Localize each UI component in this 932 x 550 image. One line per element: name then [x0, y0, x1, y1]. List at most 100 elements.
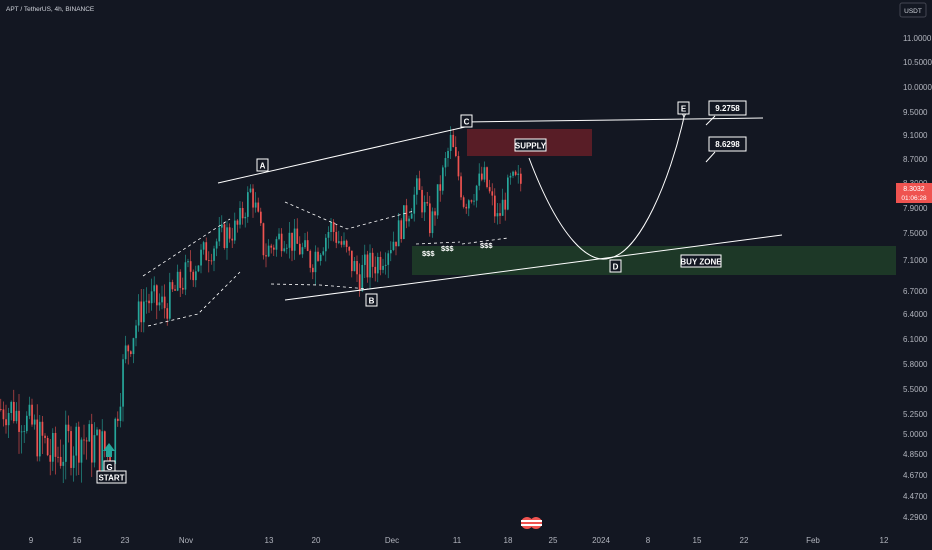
point-label-g: G	[103, 460, 116, 473]
candle-body	[442, 167, 444, 191]
candle-body	[314, 251, 317, 273]
candle-body	[197, 265, 200, 272]
candle-body	[273, 247, 275, 250]
candle-body	[221, 224, 223, 228]
candle-body	[514, 171, 517, 175]
candle-body	[280, 233, 283, 252]
candle-body	[33, 419, 36, 425]
svg-text:B: B	[369, 297, 375, 306]
svg-text:D: D	[613, 263, 619, 272]
candle-body	[98, 429, 101, 471]
svg-text:BUY ZONE: BUY ZONE	[680, 258, 722, 267]
candle-body	[260, 211, 262, 224]
candle-body	[265, 255, 267, 257]
candle-body	[507, 177, 509, 210]
candle-body	[426, 201, 429, 204]
candle-body	[247, 192, 249, 217]
candle-body	[148, 300, 150, 304]
candle-body	[286, 247, 288, 249]
candle-body	[57, 456, 59, 458]
candle-body	[195, 271, 197, 281]
candle-body	[335, 231, 338, 243]
candle-body	[338, 241, 340, 243]
candle-body	[392, 241, 395, 251]
candle-body	[283, 248, 286, 252]
svg-text:01:06:28: 01:06:28	[901, 195, 927, 202]
x-tick-label: Feb	[806, 536, 820, 545]
candle-body	[254, 202, 257, 208]
y-tick-label: 5.2500	[903, 410, 928, 419]
candle-body	[494, 195, 496, 217]
candle-body	[179, 271, 182, 288]
price-axis[interactable]: 11.0000 10.5000 10.0000 9.5000 9.1000 8.7000 8…	[903, 34, 932, 522]
candle-body	[31, 404, 33, 425]
svg-text:USDT: USDT	[904, 8, 922, 15]
candle-body	[408, 218, 410, 222]
candle-body	[481, 173, 483, 180]
candle-body	[20, 431, 23, 433]
candle-body	[405, 205, 408, 222]
candle-body	[101, 431, 104, 471]
candle-body	[439, 184, 442, 191]
y-tick-label: 5.5000	[903, 385, 928, 394]
candle-body	[96, 429, 98, 436]
candle-body	[257, 202, 260, 212]
start-arrow-icon	[103, 443, 115, 457]
x-tick-label: 12	[880, 536, 889, 545]
y-tick-label: 10.0000	[903, 83, 932, 92]
candle-body	[364, 254, 366, 265]
candle-body	[184, 262, 187, 290]
candle-body	[117, 418, 119, 421]
candle-body	[384, 264, 387, 266]
target-label-high: 9.2758	[708, 100, 747, 116]
symbol-title[interactable]: APT / TetherUS, 4h, BINANCE	[6, 6, 95, 13]
candle-body	[520, 173, 522, 184]
candle-body	[483, 167, 486, 180]
svg-text:START: START	[98, 474, 124, 483]
candle-body	[509, 175, 512, 178]
candle-body	[275, 239, 278, 250]
candle-body	[104, 431, 106, 451]
time-axis[interactable]: 9 16 23 Nov 13 20 Dec 11 18 25 2024 8 15 22 Feb 12	[29, 536, 889, 545]
candle-body	[39, 421, 41, 457]
candle-body	[309, 250, 312, 268]
y-tick-label: 8.7000	[903, 155, 928, 164]
candle-body	[85, 440, 88, 442]
candle-body	[153, 285, 156, 292]
candle-body	[501, 199, 504, 216]
candle-body	[109, 452, 111, 468]
candle-body	[343, 240, 345, 245]
y-tick-label: 4.6700	[903, 471, 928, 480]
y-tick-label: 6.7000	[903, 287, 928, 296]
candle-body	[7, 413, 10, 426]
liquidity-label-1: $$$	[422, 249, 435, 258]
candle-body	[288, 232, 291, 248]
candle-body	[473, 200, 475, 202]
candle-body	[351, 250, 353, 272]
candle-body	[317, 251, 319, 261]
candle-body	[270, 245, 273, 248]
candle-body	[267, 245, 270, 257]
point-label-c: C	[460, 114, 473, 128]
svg-text:A: A	[260, 162, 266, 171]
buy-zone-label: BUY ZONE	[680, 254, 722, 268]
point-label-d: D	[609, 259, 622, 273]
candle-body	[41, 421, 44, 436]
currency-button[interactable]: USDT	[899, 2, 927, 18]
candle-body	[517, 173, 520, 175]
candle-body	[468, 200, 470, 209]
candle-body	[122, 359, 124, 407]
candle-body	[119, 406, 122, 421]
candle-body	[379, 256, 382, 270]
candle-body	[455, 147, 457, 157]
candle-body	[325, 237, 327, 252]
candle-body	[244, 216, 247, 219]
candle-body	[470, 200, 473, 202]
candle-body	[163, 296, 166, 309]
candle-body	[15, 410, 18, 422]
x-tick-label: 15	[693, 536, 702, 545]
candle-body	[369, 252, 371, 278]
candle-body	[145, 300, 148, 302]
y-tick-label: 7.9000	[903, 204, 928, 213]
